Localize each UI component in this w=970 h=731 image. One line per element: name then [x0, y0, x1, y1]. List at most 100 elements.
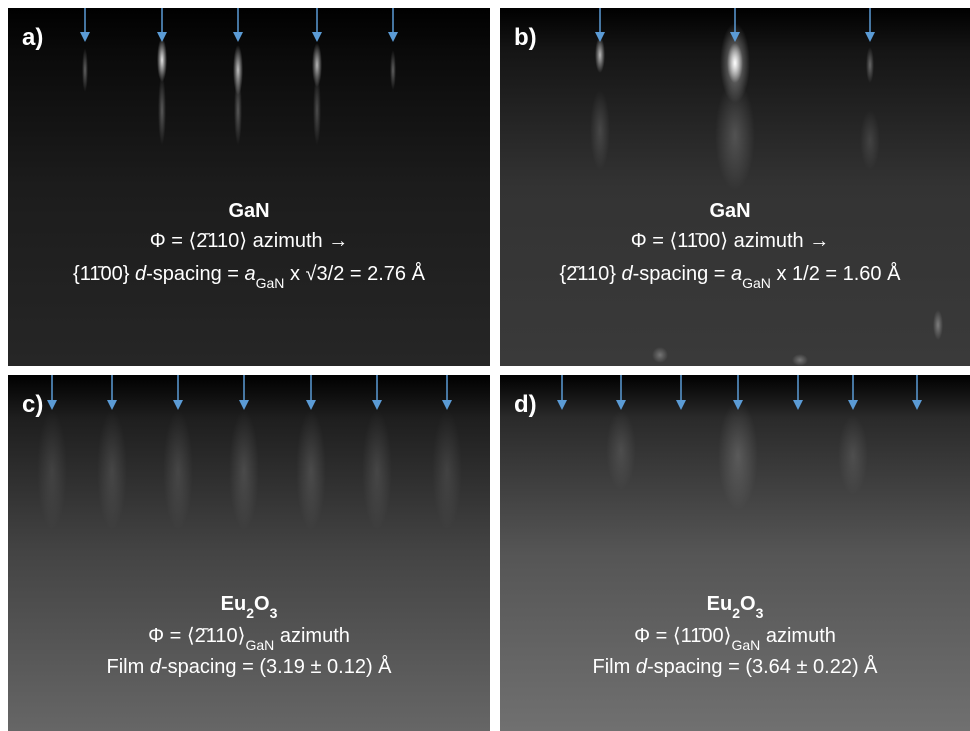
- text-segment: Eu: [707, 593, 733, 615]
- arrow-head: [306, 400, 316, 410]
- text-segment: Film: [107, 656, 150, 678]
- panel-title: Eu2O3: [221, 593, 278, 621]
- text-segment: -spacing = (3.19 ± 0.12) Å: [161, 655, 392, 678]
- text-segment: GaN: [742, 275, 771, 291]
- panel-title: Eu2O3: [707, 593, 764, 621]
- diffraction-streak: [312, 43, 322, 87]
- text-segment: a: [731, 263, 742, 285]
- text-segment: GaN: [256, 275, 285, 291]
- text-segment: d: [135, 263, 147, 285]
- diffraction-streak: [838, 415, 868, 495]
- arrow-head: [157, 32, 167, 42]
- decorations: [37, 8, 943, 530]
- text-segment: 2: [732, 605, 740, 621]
- text-segment: a: [245, 263, 256, 285]
- diffraction-streak: [97, 410, 127, 530]
- text-segment: 2: [246, 605, 254, 621]
- panel-title: GaN: [228, 200, 269, 222]
- arrow-head: [730, 32, 740, 42]
- diffraction-streak: [590, 90, 610, 170]
- arrow-head: [442, 400, 452, 410]
- text-segment: GaN: [228, 200, 269, 222]
- arrow-head: [865, 32, 875, 42]
- text-segment: x 1/2 = 1.60 Å: [771, 262, 901, 285]
- diffraction-streak: [158, 75, 166, 145]
- arrow-head: [372, 400, 382, 410]
- arrow-head: [733, 400, 743, 410]
- diffraction-streak: [595, 37, 605, 73]
- diffraction-streak: [157, 38, 167, 82]
- text-segment: -spacing =: [633, 263, 731, 285]
- text-segment: -spacing =: [146, 263, 244, 285]
- diffraction-streak: [715, 80, 755, 190]
- diffraction-streak: [652, 347, 668, 363]
- rheed-image: [8, 8, 490, 366]
- diffraction-streak: [866, 47, 874, 83]
- panel-label: d): [514, 391, 537, 418]
- diffraction-streak: [860, 110, 880, 170]
- diffraction-streak: [234, 75, 242, 145]
- text-segment: Φ = ⟨2̄110⟩ azimuth →: [150, 230, 349, 252]
- arrow-head: [173, 400, 183, 410]
- diffraction-streak: [390, 50, 396, 90]
- text-segment: 3: [756, 605, 764, 621]
- text-segment: Eu: [221, 593, 247, 615]
- panel-label: a): [22, 24, 43, 51]
- panel-title: GaN: [709, 200, 750, 222]
- text-segment: azimuth: [760, 625, 836, 647]
- arrow-head: [595, 32, 605, 42]
- caption-line: Φ = ⟨11̄00⟩GaN azimuth: [634, 625, 836, 653]
- arrow-head: [616, 400, 626, 410]
- caption-line: {2̄110} d-spacing = aGaN x 1/2 = 1.60 Å: [560, 262, 902, 291]
- text-segment: GaN: [731, 637, 760, 653]
- diffraction-streak: [296, 410, 326, 530]
- panel-label: c): [22, 391, 43, 418]
- diffraction-streak: [718, 400, 758, 510]
- arrow-head: [557, 400, 567, 410]
- text-segment: {2̄110}: [560, 263, 622, 285]
- caption-line: Film d-spacing = (3.64 ± 0.22) Å: [593, 655, 879, 678]
- arrow-head: [239, 400, 249, 410]
- diffraction-streak: [362, 410, 392, 530]
- text-segment: O: [254, 593, 270, 615]
- text-segment: GaN: [245, 637, 274, 653]
- arrow-head: [80, 32, 90, 42]
- diffraction-streak: [792, 354, 808, 366]
- diffraction-streak: [229, 410, 259, 530]
- arrow-head: [312, 32, 322, 42]
- caption-line: Φ = ⟨11̄00⟩ azimuth →: [631, 230, 830, 252]
- text-segment: O: [740, 593, 756, 615]
- text-segment: d: [636, 656, 648, 678]
- text-segment: Φ = ⟨11̄00⟩: [634, 625, 731, 647]
- text-segment: 3: [270, 605, 278, 621]
- text-segment: azimuth: [274, 625, 350, 647]
- text-segment: GaN: [709, 200, 750, 222]
- panel-label: b): [514, 24, 537, 51]
- arrow-head: [676, 400, 686, 410]
- diffraction-streak: [720, 23, 750, 103]
- text-segment: x √3/2 = 2.76 Å: [284, 262, 425, 285]
- text-segment: Φ = ⟨2̄110⟩: [148, 625, 245, 647]
- diffraction-streak: [163, 410, 193, 530]
- diffraction-streak: [606, 410, 636, 490]
- diffraction-streak: [82, 48, 88, 92]
- text-segment: d: [150, 656, 162, 678]
- text-segment: Φ = ⟨11̄00⟩ azimuth →: [631, 230, 830, 252]
- diffraction-streak: [233, 45, 243, 95]
- diffraction-streak: [37, 410, 67, 530]
- arrow-head: [793, 400, 803, 410]
- caption-line: Film d-spacing = (3.19 ± 0.12) Å: [107, 655, 393, 678]
- diffraction-streak: [313, 75, 321, 145]
- arrow-head: [47, 400, 57, 410]
- text-segment: Film: [593, 656, 636, 678]
- arrow-head: [388, 32, 398, 42]
- text-segment: {11̄00}: [73, 263, 135, 285]
- arrow-head: [912, 400, 922, 410]
- diffraction-streak: [933, 310, 943, 340]
- text-segment: d: [621, 263, 633, 285]
- caption-line: Φ = ⟨2̄110⟩ azimuth →: [150, 230, 349, 252]
- text-segment: -spacing = (3.64 ± 0.22) Å: [647, 655, 878, 678]
- caption-line: Φ = ⟨2̄110⟩GaN azimuth: [148, 625, 350, 653]
